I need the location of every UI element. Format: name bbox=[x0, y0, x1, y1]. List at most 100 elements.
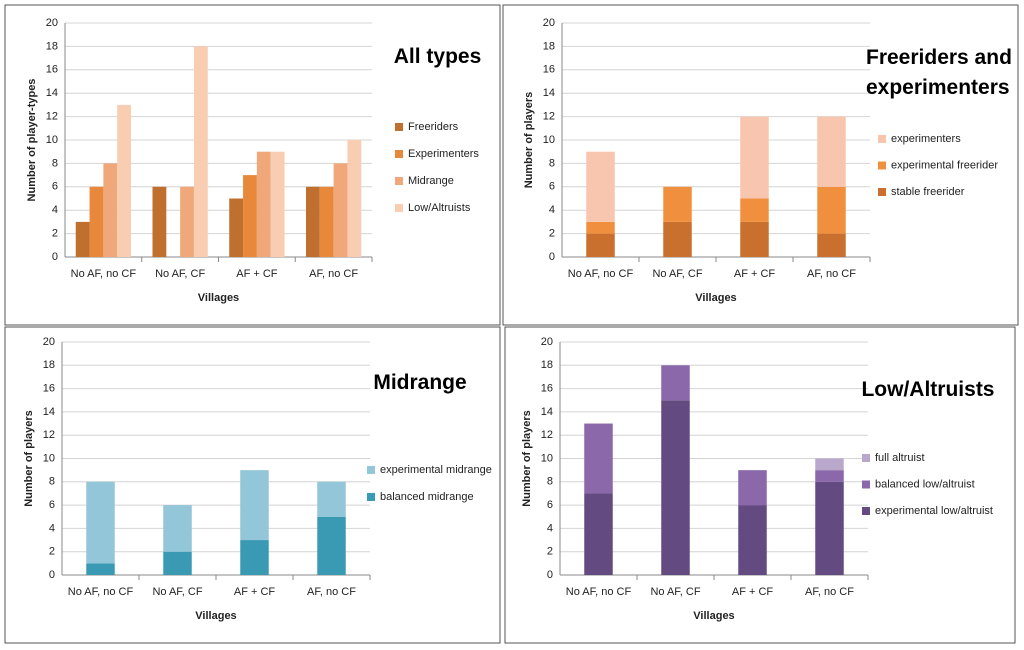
y-tick-label: 18 bbox=[541, 359, 553, 371]
x-axis-label: Villages bbox=[198, 292, 239, 304]
y-tick-label: 12 bbox=[43, 429, 55, 441]
y-tick-label: 20 bbox=[46, 17, 58, 29]
legend-label: experimental low/altruist bbox=[875, 505, 993, 517]
y-tick-label: 0 bbox=[549, 251, 555, 263]
y-tick-label: 6 bbox=[547, 499, 553, 511]
bar bbox=[152, 186, 167, 257]
legend-label: Low/Altruists bbox=[408, 202, 471, 214]
bar-segment bbox=[163, 551, 192, 575]
y-tick-label: 10 bbox=[46, 134, 58, 146]
chart-title: Midrange bbox=[373, 371, 467, 394]
y-tick-label: 4 bbox=[547, 522, 553, 534]
y-axis-label: Number of players bbox=[23, 410, 35, 507]
bar-segment bbox=[661, 365, 690, 401]
y-tick-label: 16 bbox=[46, 64, 58, 76]
y-tick-label: 18 bbox=[43, 359, 55, 371]
chart-title: Freeriders and experimenters bbox=[866, 46, 1012, 99]
x-tick-label: No AF, CF bbox=[652, 268, 702, 280]
y-tick-label: 2 bbox=[52, 228, 58, 240]
legend-swatch bbox=[878, 135, 886, 143]
y-tick-label: 16 bbox=[543, 64, 555, 76]
legend-swatch bbox=[367, 466, 375, 474]
y-tick-label: 6 bbox=[49, 499, 55, 511]
x-tick-label: AF, no CF bbox=[805, 586, 854, 598]
y-tick-label: 14 bbox=[541, 406, 553, 418]
y-tick-label: 16 bbox=[43, 383, 55, 395]
bar-segment bbox=[86, 563, 115, 575]
x-axis-label: Villages bbox=[693, 610, 734, 622]
y-axis-label: Number of player-types bbox=[26, 79, 38, 202]
x-tick-label: AF + CF bbox=[732, 586, 774, 598]
bar bbox=[117, 104, 132, 258]
x-tick-label: No AF, no CF bbox=[568, 268, 634, 280]
y-axis-label: Number of players bbox=[521, 410, 533, 507]
y-tick-label: 20 bbox=[43, 336, 55, 348]
y-tick-label: 20 bbox=[541, 336, 553, 348]
legend-label: experimenters bbox=[891, 133, 961, 145]
y-tick-label: 14 bbox=[46, 87, 58, 99]
y-tick-label: 14 bbox=[43, 406, 55, 418]
x-tick-label: AF + CF bbox=[236, 268, 278, 280]
y-tick-label: 10 bbox=[543, 134, 555, 146]
legend-label: stable freerider bbox=[891, 186, 965, 198]
y-tick-label: 2 bbox=[49, 546, 55, 558]
bar-segment bbox=[163, 505, 192, 552]
y-tick-label: 14 bbox=[543, 87, 555, 99]
y-axis-label: Number of players bbox=[523, 92, 535, 189]
y-tick-label: 12 bbox=[543, 111, 555, 123]
bar-segment bbox=[740, 198, 769, 222]
y-tick-label: 6 bbox=[52, 181, 58, 193]
bar-segment bbox=[817, 186, 846, 234]
legend-swatch bbox=[862, 454, 870, 462]
legend-label: experimental freerider bbox=[891, 159, 998, 171]
bar bbox=[180, 186, 194, 257]
y-tick-label: 8 bbox=[549, 157, 555, 169]
panel-border bbox=[4, 326, 501, 644]
legend-swatch bbox=[878, 161, 886, 170]
bar-segment bbox=[663, 186, 692, 222]
x-axis-label: Villages bbox=[695, 292, 736, 304]
y-tick-label: 0 bbox=[547, 569, 553, 581]
y-tick-label: 18 bbox=[46, 40, 58, 52]
y-tick-label: 12 bbox=[46, 111, 58, 123]
x-tick-label: No AF, CF bbox=[152, 586, 202, 598]
bar-segment bbox=[586, 221, 615, 234]
legend-label: Freeriders bbox=[408, 121, 459, 133]
bar bbox=[89, 186, 104, 257]
legend-label: Midrange bbox=[408, 175, 454, 187]
y-tick-label: 0 bbox=[49, 569, 55, 581]
y-tick-label: 8 bbox=[52, 157, 58, 169]
bar-segment bbox=[738, 505, 767, 575]
bar-segment bbox=[740, 221, 769, 257]
legend-label: Experimenters bbox=[408, 148, 479, 160]
legend-swatch bbox=[862, 507, 870, 515]
x-tick-label: AF, no CF bbox=[307, 586, 356, 598]
y-tick-label: 4 bbox=[549, 204, 555, 216]
bar bbox=[256, 151, 271, 257]
bar bbox=[243, 175, 257, 257]
bar-segment bbox=[240, 470, 269, 541]
bar-segment bbox=[584, 493, 613, 575]
y-tick-label: 10 bbox=[541, 452, 553, 464]
panel-border bbox=[4, 4, 501, 326]
legend-label: experimental midrange bbox=[380, 464, 492, 476]
y-tick-label: 4 bbox=[49, 522, 55, 534]
bar bbox=[270, 151, 285, 257]
legend-swatch bbox=[862, 480, 870, 489]
x-tick-label: No AF, CF bbox=[650, 586, 700, 598]
x-tick-label: No AF, CF bbox=[155, 268, 205, 280]
bar-segment bbox=[586, 233, 615, 257]
bar-segment bbox=[317, 516, 346, 575]
legend-swatch bbox=[395, 177, 403, 185]
legend-label: full altruist bbox=[875, 452, 925, 464]
bar-segment bbox=[584, 423, 613, 494]
legend-swatch bbox=[395, 150, 403, 158]
bar-segment bbox=[661, 400, 690, 575]
x-tick-label: No AF, no CF bbox=[68, 586, 134, 598]
legend-swatch bbox=[367, 493, 375, 501]
x-tick-label: No AF, no CF bbox=[566, 586, 632, 598]
y-tick-label: 4 bbox=[52, 204, 58, 216]
y-tick-label: 6 bbox=[549, 181, 555, 193]
bar bbox=[305, 186, 320, 257]
bar-segment bbox=[317, 481, 346, 517]
